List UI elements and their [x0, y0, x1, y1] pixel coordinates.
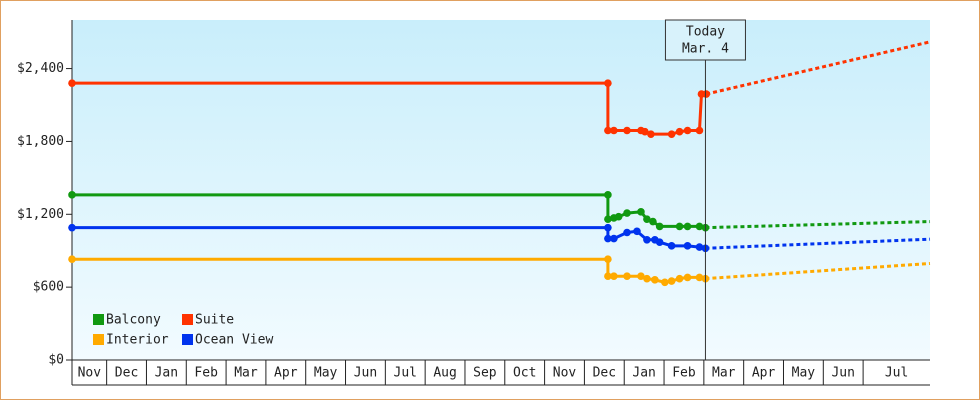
point [695, 243, 704, 251]
x-tick-label: Oct [513, 366, 536, 381]
x-tick-label: Sep [473, 366, 497, 381]
point [623, 228, 631, 237]
today-label: Today [686, 25, 725, 40]
point [647, 130, 655, 138]
x-tick-label: Nov [78, 366, 102, 381]
y-tick-label: $2,400 [17, 61, 64, 76]
x-tick-label: Mar [712, 366, 736, 381]
legend-label: Interior [106, 333, 169, 348]
legend-swatch [93, 314, 104, 325]
x-tick-label: Jun [831, 366, 854, 381]
x-tick-label: Aug [433, 366, 456, 381]
point [683, 242, 692, 250]
forecast-line [705, 237, 931, 250]
forecast-line [705, 261, 931, 281]
point [655, 222, 664, 231]
legend-swatch [182, 334, 193, 345]
x-tick-label: Jan [155, 366, 178, 381]
point [649, 217, 657, 226]
x-tick-label: Nov [553, 366, 577, 381]
y-tick-label: $0 [48, 353, 64, 368]
point [610, 272, 618, 281]
x-tick-label: Feb [672, 366, 696, 381]
point [702, 90, 711, 98]
x-tick-label: Mar [234, 366, 258, 381]
point [683, 273, 692, 282]
x-tick-label: Jul [394, 366, 417, 381]
x-tick-label: Dec [593, 366, 616, 381]
point [637, 272, 645, 281]
point [643, 215, 651, 223]
point [651, 276, 659, 284]
point [637, 208, 645, 216]
point [695, 222, 704, 231]
forecast-line [705, 40, 931, 96]
point [667, 130, 676, 138]
point [641, 127, 649, 136]
point [68, 191, 76, 199]
point [614, 212, 623, 221]
x-tick-label: Apr [274, 366, 298, 381]
point [68, 79, 76, 87]
point [683, 222, 692, 231]
point [633, 227, 641, 236]
plot-area [72, 20, 930, 360]
y-tick-label: $600 [33, 280, 64, 295]
legend-label: Suite [195, 313, 234, 328]
point [623, 272, 631, 281]
point [604, 215, 612, 223]
point [604, 234, 612, 243]
point [604, 223, 612, 232]
point [604, 272, 612, 281]
point [604, 79, 612, 87]
x-tick-label: Feb [194, 366, 218, 381]
legend-swatch [182, 314, 193, 325]
point [667, 242, 676, 250]
legend-label: Balcony [106, 313, 161, 328]
point [695, 126, 704, 135]
point [623, 126, 631, 135]
y-tick-label: $1,800 [17, 134, 64, 149]
point [667, 277, 676, 285]
legend-swatch [93, 334, 104, 345]
legend-label: Ocean View [195, 333, 273, 348]
x-tick-label: Jun [354, 366, 377, 381]
point [655, 238, 664, 247]
x-tick-label: May [314, 366, 338, 381]
point [623, 209, 631, 217]
today-date: Mar. 4 [682, 42, 729, 57]
point [68, 255, 76, 264]
point [643, 235, 651, 244]
point [643, 274, 651, 283]
point [661, 278, 669, 287]
point [683, 126, 692, 135]
x-tick-label: May [792, 366, 816, 381]
y-tick-label: $1,200 [17, 207, 64, 222]
x-tick-label: Jan [632, 366, 655, 381]
x-tick-label: Dec [115, 366, 138, 381]
point [610, 234, 618, 243]
point [695, 273, 704, 282]
point [675, 127, 684, 136]
point [68, 223, 76, 232]
point [675, 274, 684, 283]
today-box [664, 19, 746, 61]
x-tick-label: Apr [752, 366, 776, 381]
x-tick-label: Jul [885, 366, 908, 381]
point [604, 126, 612, 135]
point [675, 222, 684, 231]
point [604, 255, 612, 264]
point [604, 191, 612, 199]
point [610, 126, 618, 135]
forecast-line [705, 220, 931, 230]
